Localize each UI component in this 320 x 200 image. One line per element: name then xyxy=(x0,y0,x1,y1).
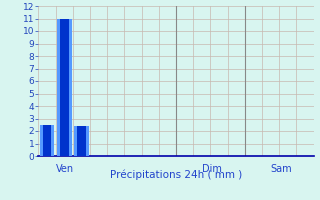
Text: Sam: Sam xyxy=(271,164,292,174)
Bar xyxy=(60,19,68,156)
Bar xyxy=(74,126,89,156)
Bar xyxy=(57,19,71,156)
Bar xyxy=(40,125,54,156)
Text: Dim: Dim xyxy=(202,164,222,174)
X-axis label: Précipitations 24h ( mm ): Précipitations 24h ( mm ) xyxy=(110,170,242,180)
Text: Ven: Ven xyxy=(56,164,74,174)
Bar xyxy=(43,125,52,156)
Bar xyxy=(77,126,86,156)
